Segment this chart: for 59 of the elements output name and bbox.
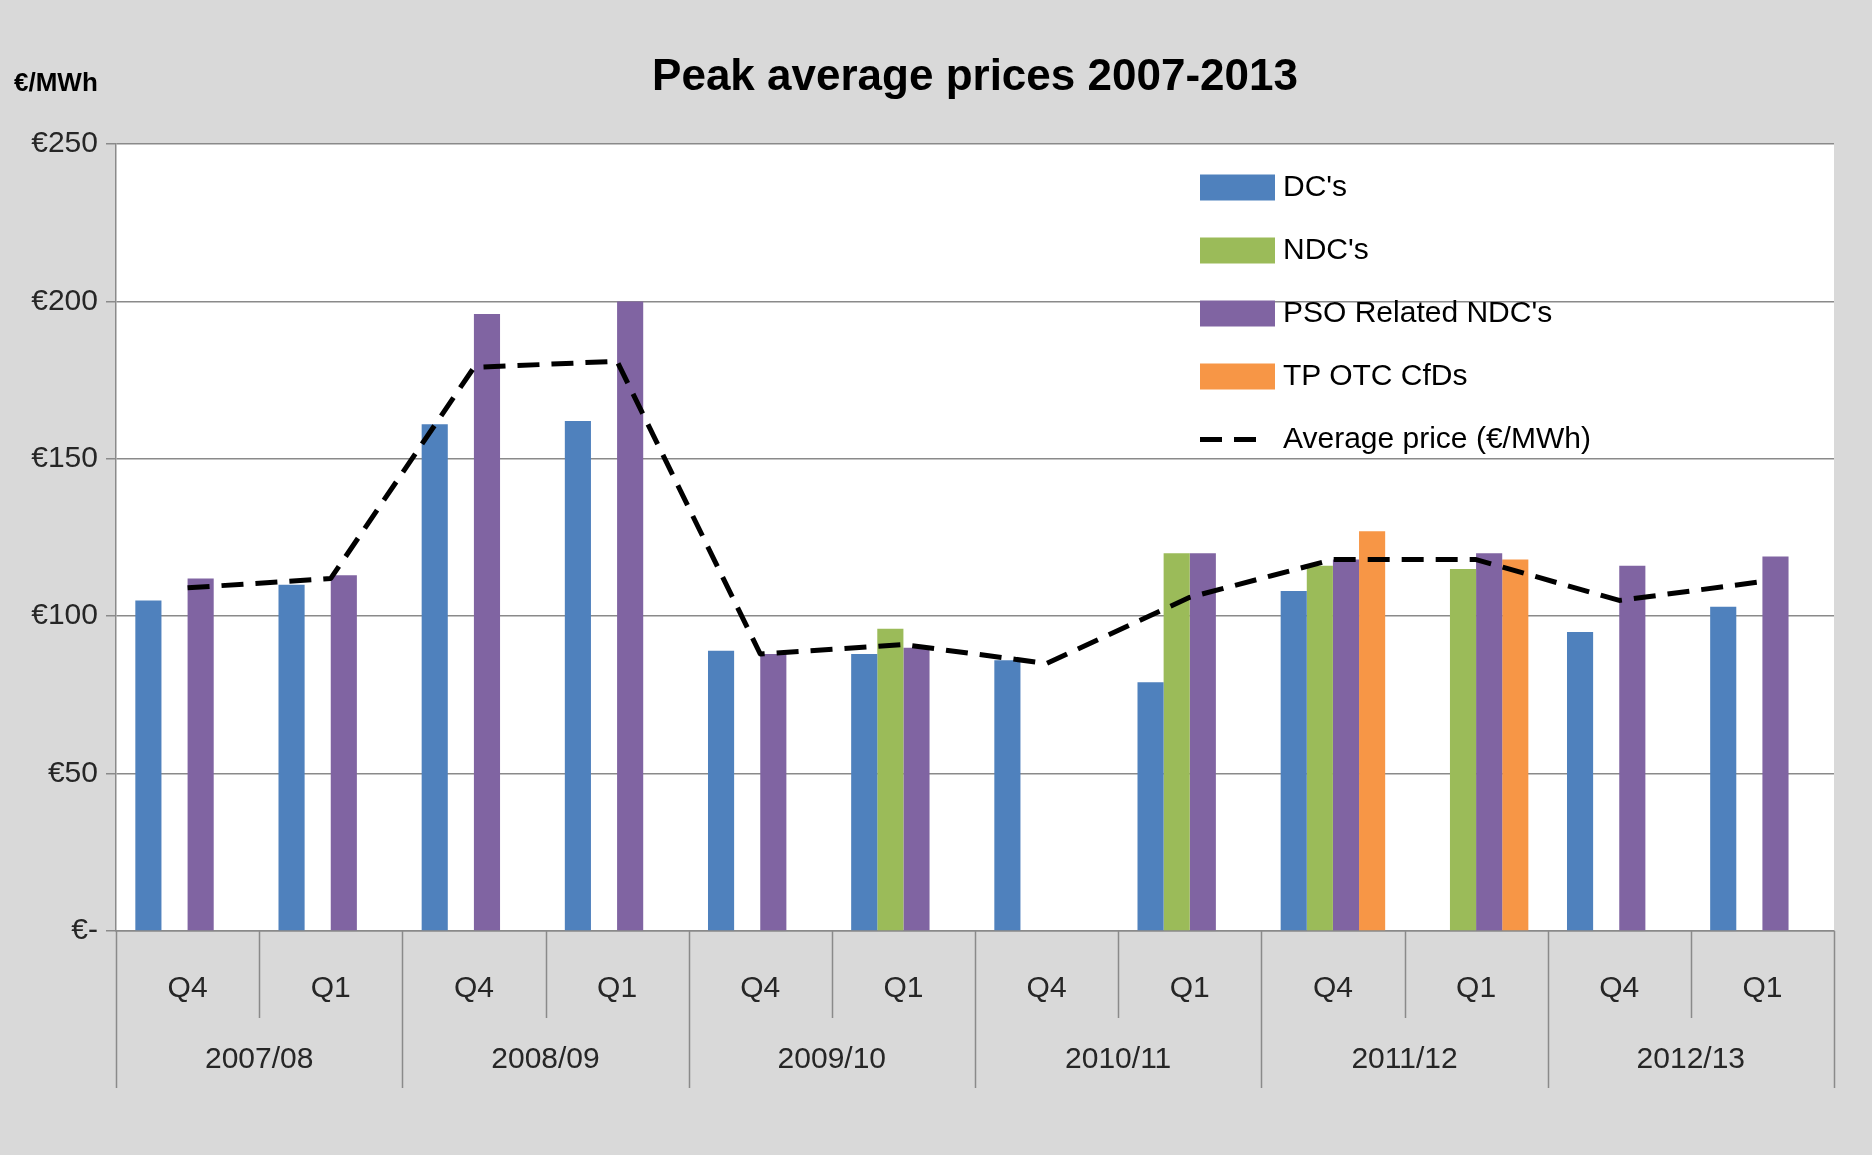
- bar: [564, 421, 591, 931]
- bar: [1502, 559, 1529, 931]
- bar: [1306, 565, 1333, 931]
- bar: [1710, 606, 1737, 931]
- y-axis-title: €/MWh: [14, 67, 98, 98]
- bar: [617, 301, 644, 931]
- bar: [1359, 531, 1386, 931]
- bar: [187, 578, 214, 931]
- x-tick-label: Q4: [1026, 970, 1067, 1004]
- x-tick-label: Q1: [1742, 970, 1783, 1004]
- text: 2007/08: [204, 1041, 314, 1075]
- bar: [330, 575, 357, 931]
- bar: [1163, 553, 1190, 931]
- text: 2008/09: [491, 1041, 600, 1075]
- x-tick-label: Q1: [597, 970, 638, 1004]
- x-tick-label: Q4: [167, 970, 208, 1004]
- bar: [278, 584, 305, 931]
- bar: [473, 313, 501, 931]
- y-tick-label: €50: [47, 754, 98, 788]
- legend-label: Average price (€/MWh): [1283, 420, 1591, 454]
- x-tick-label: Q4: [740, 970, 781, 1004]
- x-tick-label: Q1: [1169, 970, 1210, 1004]
- bar: [421, 424, 448, 931]
- x-tick-label: Q4: [453, 970, 494, 1004]
- bar: [1566, 631, 1594, 931]
- bar: [903, 647, 930, 931]
- legend-label: TP OTC CfDs: [1283, 357, 1468, 391]
- bar: [1280, 591, 1307, 931]
- y-tick-label: €150: [31, 440, 98, 474]
- y-tick-label: €200: [31, 282, 98, 316]
- bar: [1332, 559, 1360, 931]
- x-tick-label: Q1: [310, 970, 351, 1004]
- text: 2009/10: [777, 1041, 887, 1075]
- bar: [135, 600, 162, 931]
- legend-label: PSO Related NDC's: [1283, 294, 1553, 328]
- legend-label: DC's: [1283, 168, 1348, 202]
- bar: [1189, 553, 1216, 931]
- text: 2012/13: [1636, 1041, 1746, 1075]
- bar: [1762, 556, 1789, 931]
- text: 2010/11: [1065, 1041, 1172, 1075]
- chart-title: Peak average prices 2007-2013: [652, 50, 1298, 100]
- x-tick-label: Q4: [1312, 970, 1353, 1004]
- bar: [1476, 553, 1503, 931]
- y-tick-label: €100: [31, 597, 98, 631]
- bar: [851, 653, 878, 931]
- legend-label: NDC's: [1283, 231, 1369, 265]
- bar: [760, 653, 787, 931]
- bar: [994, 660, 1021, 931]
- x-tick-label: Q1: [883, 970, 924, 1004]
- text: 2011/12: [1351, 1041, 1458, 1075]
- x-tick-label: Q1: [1456, 970, 1497, 1004]
- bar: [1449, 568, 1477, 931]
- y-tick-label: €250: [31, 125, 98, 159]
- bar: [707, 650, 735, 931]
- bar: [877, 628, 904, 931]
- bar: [1137, 682, 1164, 931]
- y-tick-label: €-: [71, 912, 98, 946]
- x-tick-label: Q4: [1599, 970, 1640, 1004]
- bar: [1619, 565, 1646, 931]
